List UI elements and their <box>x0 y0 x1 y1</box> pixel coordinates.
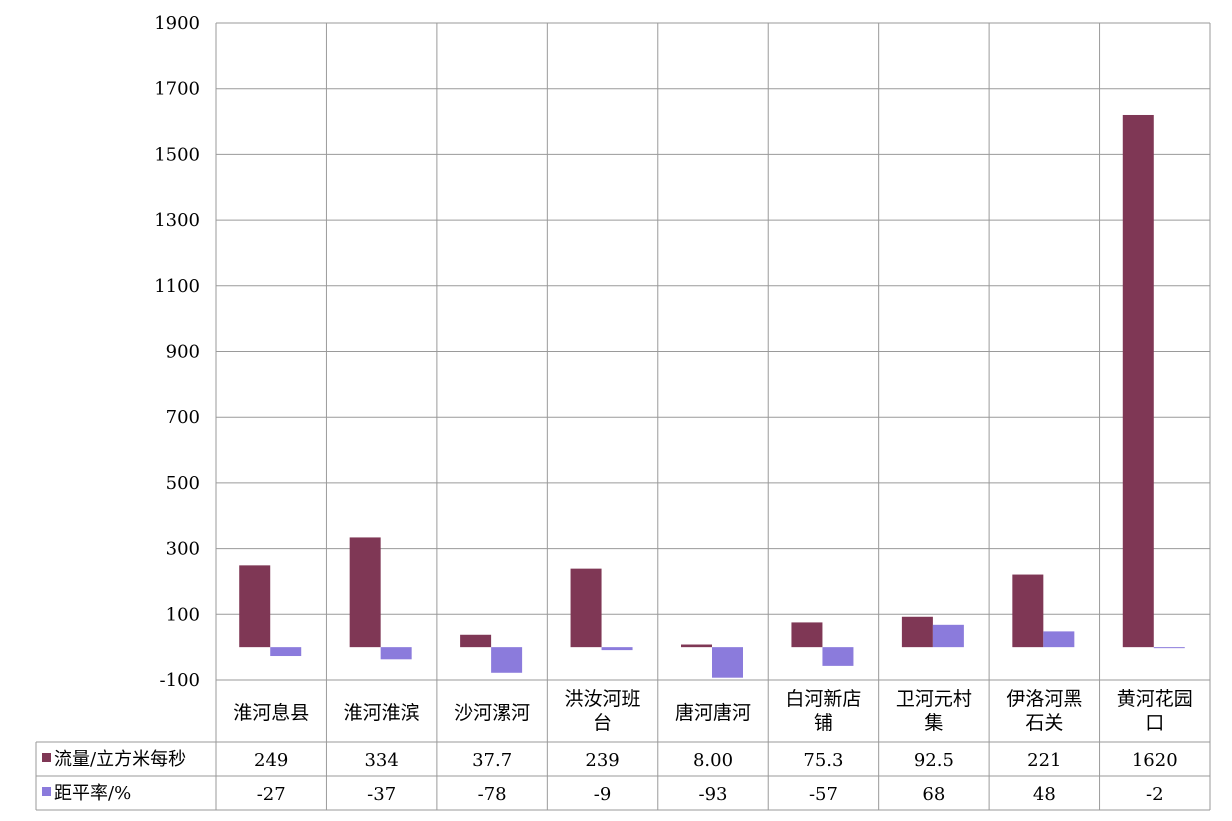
table-cell: 221 <box>1027 750 1061 771</box>
table-cell: -78 <box>478 784 507 805</box>
table-cell: 75.3 <box>803 750 843 771</box>
bar-series-2 <box>1153 647 1185 649</box>
table-cell: 37.7 <box>472 750 512 771</box>
table-cell: 48 <box>1033 784 1056 805</box>
category-label: 集 <box>924 712 943 734</box>
category-label: 黄河花园 <box>1117 688 1193 710</box>
table-cell: 92.5 <box>914 750 954 771</box>
category-label: 伊洛河黑 <box>1006 688 1082 710</box>
y-tick-label: 700 <box>166 407 200 428</box>
table-cell: -93 <box>699 784 728 805</box>
legend-label-series-2: 距平率/% <box>54 783 131 804</box>
table-cell: -57 <box>809 784 838 805</box>
table-cell: 8.00 <box>693 750 733 771</box>
bar-series-1 <box>901 616 933 648</box>
bar-series-1 <box>239 565 271 648</box>
category-label: 口 <box>1145 712 1164 734</box>
table-cell: -9 <box>594 784 612 805</box>
table-cell: 239 <box>585 750 619 771</box>
category-label: 铺 <box>814 712 833 734</box>
y-tick-label: 1500 <box>154 144 200 165</box>
bar-series-2 <box>491 647 523 673</box>
category-label: 唐河唐河 <box>675 702 751 724</box>
category-label: 沙河漯河 <box>454 702 530 724</box>
y-tick-label: 1100 <box>154 276 200 297</box>
y-tick-label: -100 <box>160 670 200 691</box>
y-tick-label: 300 <box>166 539 200 560</box>
table-cell: 249 <box>254 750 288 771</box>
bar-series-2 <box>270 647 302 657</box>
y-tick-label: 1300 <box>154 210 200 231</box>
y-tick-label: 1900 <box>154 13 200 34</box>
legend-swatch-series-1 <box>42 753 51 762</box>
y-tick-label: 100 <box>166 604 200 625</box>
y-axis-ticks: 1900 1700 1500 1300 1100 900 700 500 300 100 -100 <box>154 13 200 691</box>
bar-series-2 <box>712 647 743 678</box>
bar-series-2 <box>1043 631 1075 648</box>
category-label: 台 <box>593 712 612 734</box>
category-label: 淮河息县 <box>233 702 309 724</box>
bar-series-1 <box>791 622 823 648</box>
y-tick-label: 500 <box>166 473 200 494</box>
legend-swatch-series-2 <box>42 787 51 796</box>
bar-series-2 <box>380 647 412 660</box>
bar-series-2 <box>822 647 854 666</box>
y-tick-label: 1700 <box>154 79 200 100</box>
bar-series-2 <box>601 647 633 651</box>
bar-series-1 <box>460 634 492 648</box>
bar-series-1 <box>681 644 712 648</box>
table-cell: 1620 <box>1132 750 1178 771</box>
table-cell: -27 <box>257 784 286 805</box>
bar-series-2 <box>932 624 964 648</box>
gridlines <box>35 22 1211 811</box>
category-label: 石关 <box>1025 712 1063 734</box>
table-cell: 68 <box>922 784 945 805</box>
table-cell: -37 <box>367 784 396 805</box>
table-cell: 334 <box>364 750 398 771</box>
legend-label-series-1: 流量/立方米每秒 <box>54 749 186 770</box>
bar-series-1 <box>349 537 381 648</box>
bars <box>239 114 1185 678</box>
y-tick-label: 900 <box>166 342 200 363</box>
bar-series-1 <box>1122 114 1154 648</box>
category-label: 洪汝河班 <box>565 688 641 710</box>
bar-series-1 <box>570 568 602 648</box>
category-label: 卫河元村 <box>896 688 972 710</box>
bar-series-1 <box>1012 574 1044 648</box>
category-label: 淮河淮滨 <box>344 702 420 724</box>
table-cell: -2 <box>1146 784 1164 805</box>
category-label: 白河新店 <box>785 688 861 710</box>
